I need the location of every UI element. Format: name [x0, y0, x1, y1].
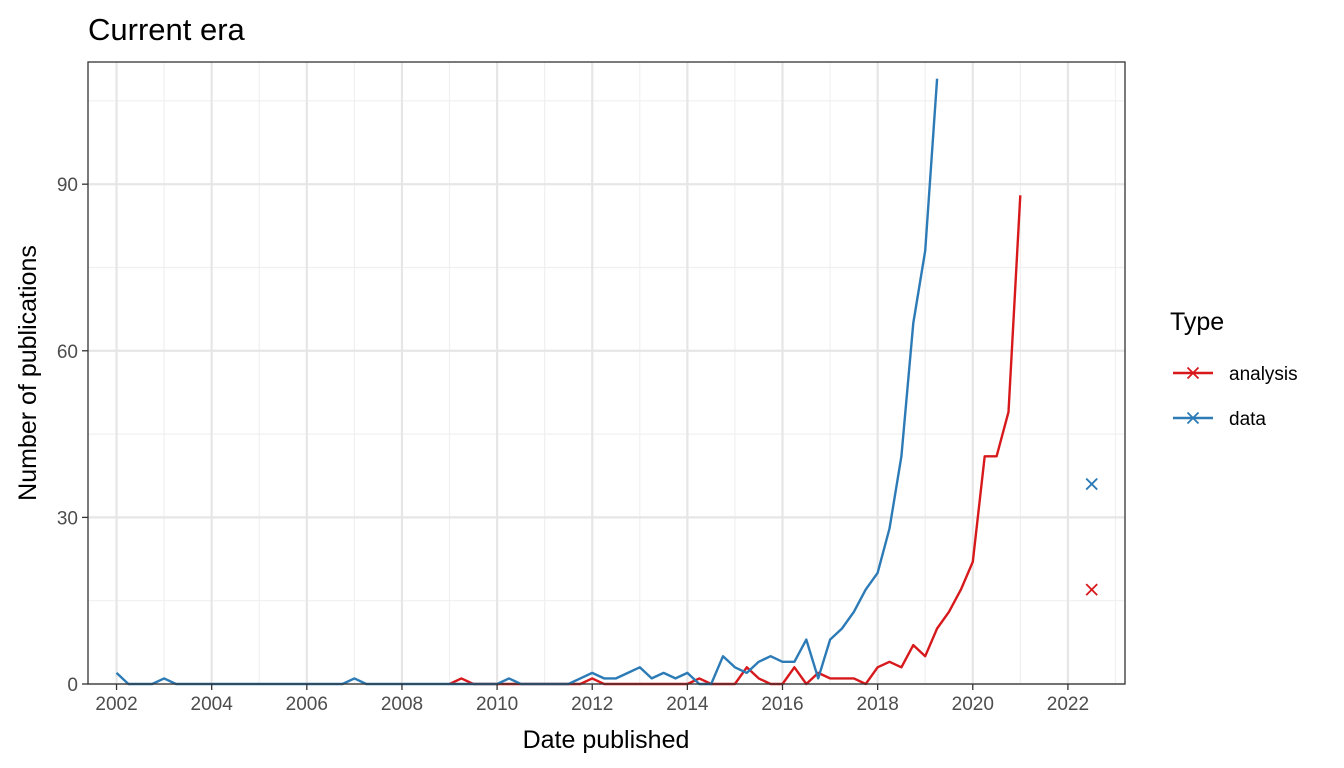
outlier-point-analysis: [1085, 583, 1098, 596]
legend-title: Type: [1170, 308, 1224, 336]
y-tick-label: 60: [57, 342, 78, 363]
outlier-point-data: [1085, 477, 1098, 491]
x-tick-label: 2018: [857, 694, 899, 715]
x-tick-label: 2012: [571, 694, 613, 715]
x-tick-label: 2022: [1047, 694, 1089, 715]
series-line-data: [115, 78, 939, 686]
chart-title: Current era: [88, 12, 246, 47]
x-tick-label: 2004: [191, 694, 234, 715]
x-tick-label: 2010: [476, 694, 518, 715]
x-tick-label: 2006: [286, 694, 328, 715]
x-tick-label: 2016: [761, 694, 803, 715]
plot-area: 2002 2004 2006 2008 2010 2012 2014 2016 2018 2020…: [57, 61, 1126, 715]
y-tick-label: 30: [57, 508, 78, 529]
x-tick-label: 2014: [666, 694, 709, 715]
y-axis-title: Number of publications: [14, 245, 42, 501]
legend: Type analysis data: [1170, 308, 1298, 430]
x-tick-label: 2020: [952, 694, 994, 715]
legend-label-analysis: analysis: [1229, 364, 1298, 385]
legend-key-marker-data: [1186, 411, 1200, 425]
x-tick-label: 2002: [95, 694, 137, 715]
x-axis-title: Date published: [523, 726, 690, 754]
y-tick-label: 0: [67, 675, 78, 696]
legend-key-marker-analysis: [1186, 366, 1200, 380]
panel-border: [87, 61, 1126, 685]
legend-label-data: data: [1229, 409, 1266, 430]
y-tick-label: 90: [57, 175, 78, 196]
x-tick-label: 2008: [381, 694, 423, 715]
